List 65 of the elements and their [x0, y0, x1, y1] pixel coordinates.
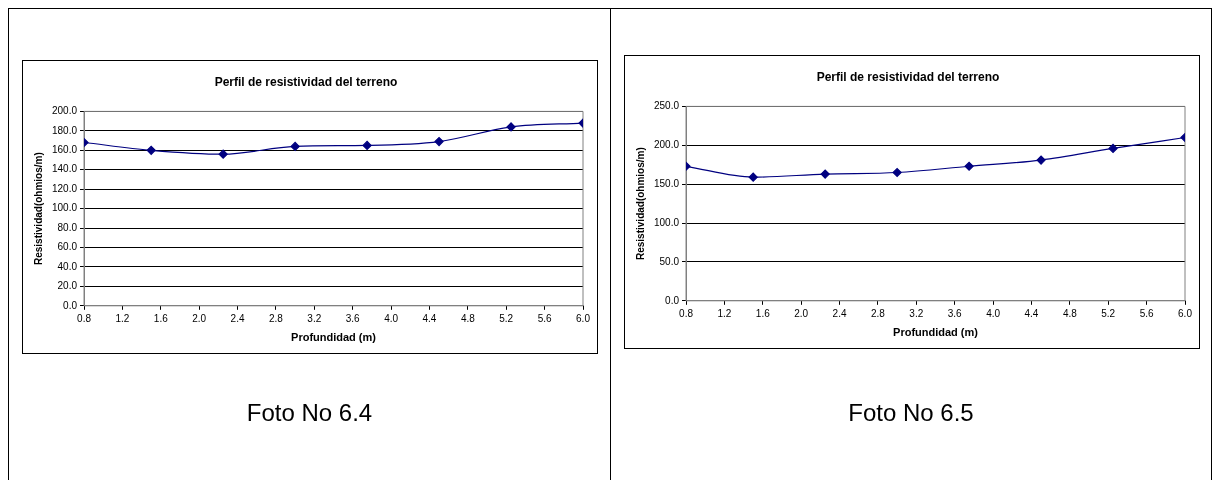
y-axis-title: Resistividad(ohmios/m)	[32, 152, 44, 266]
y-tick-label: 200.0	[653, 139, 680, 151]
x-tick-label: 2.8	[268, 312, 284, 324]
point	[146, 145, 156, 155]
x-tick-label: 3.6	[947, 307, 963, 319]
y-tick-label: 0.0	[665, 294, 680, 306]
x-tick-label: 4.4	[422, 312, 437, 324]
x-axis-title: Profundidad (m)	[893, 326, 979, 339]
x-tick-label: 2.0	[794, 307, 809, 319]
y-tick-label: 60.0	[57, 241, 78, 253]
y-tick-label: 0.0	[63, 299, 78, 311]
y-tick-label: 180.0	[51, 124, 78, 136]
y-tick-label: 50.0	[659, 255, 680, 267]
x-tick-label: 5.6	[1139, 307, 1154, 319]
y-tick-label: 160.0	[51, 144, 78, 156]
x-tick-label: 4.0	[986, 307, 1001, 319]
y-tick-label: 140.0	[51, 163, 78, 175]
chart-title: Perfil de resistividad del terreno	[214, 74, 398, 89]
x-tick-label: 5.2	[1101, 307, 1116, 319]
y-tick-label: 200.0	[51, 105, 78, 117]
point	[362, 140, 372, 151]
point	[1108, 143, 1118, 153]
point	[748, 172, 758, 182]
x-tick-label: 2.8	[870, 307, 886, 319]
point	[218, 149, 228, 159]
x-tick-label: 1.2	[717, 307, 732, 319]
y-axis-title: Resistividad(ohmios/m)	[634, 147, 646, 261]
y-tick-label: 100.0	[51, 202, 78, 214]
text: Foto No 6.5	[847, 399, 975, 427]
point	[290, 141, 300, 151]
x-tick-label: 4.0	[384, 312, 399, 324]
y-tick-label: 120.0	[51, 182, 78, 194]
x-tick-label: 5.2	[499, 312, 514, 324]
x-tick-label: 0.8	[77, 312, 92, 324]
text: Foto No 6.4	[245, 399, 374, 427]
y-tick-label: 20.0	[57, 280, 78, 292]
x-tick-label: 3.6	[345, 312, 361, 324]
x-tick-label: 4.8	[460, 312, 476, 324]
y-tick-label: 80.0	[57, 221, 78, 233]
x-tick-label: 0.8	[679, 307, 694, 319]
y-tick-label: 100.0	[653, 216, 680, 228]
x-tick-label: 4.4	[1024, 307, 1039, 319]
x-tick-label: 3.2	[307, 312, 322, 324]
x-tick-label: 4.8	[1062, 307, 1078, 319]
point	[964, 161, 974, 171]
chart-title: Perfil de resistividad del terreno	[816, 69, 1000, 84]
x-tick-label: 6.0	[1178, 307, 1193, 319]
x-tick-label: 2.0	[192, 312, 207, 324]
x-tick-label: 6.0	[576, 312, 591, 324]
y-tick-label: 250.0	[653, 100, 680, 112]
x-tick-label: 1.2	[115, 312, 130, 324]
x-axis-title: Profundidad (m)	[291, 331, 377, 344]
x-tick-label: 2.4	[832, 307, 847, 319]
x-tick-label: 5.6	[537, 312, 552, 324]
point	[434, 136, 444, 147]
x-tick-label: 3.2	[909, 307, 924, 319]
point	[506, 122, 516, 132]
point	[892, 167, 902, 178]
point	[1036, 155, 1046, 165]
point	[820, 169, 830, 179]
y-tick-label: 40.0	[57, 260, 78, 272]
y-tick-label: 150.0	[653, 177, 680, 189]
x-tick-label: 1.6	[153, 312, 169, 324]
x-tick-label: 1.6	[755, 307, 771, 319]
x-tick-label: 2.4	[230, 312, 245, 324]
